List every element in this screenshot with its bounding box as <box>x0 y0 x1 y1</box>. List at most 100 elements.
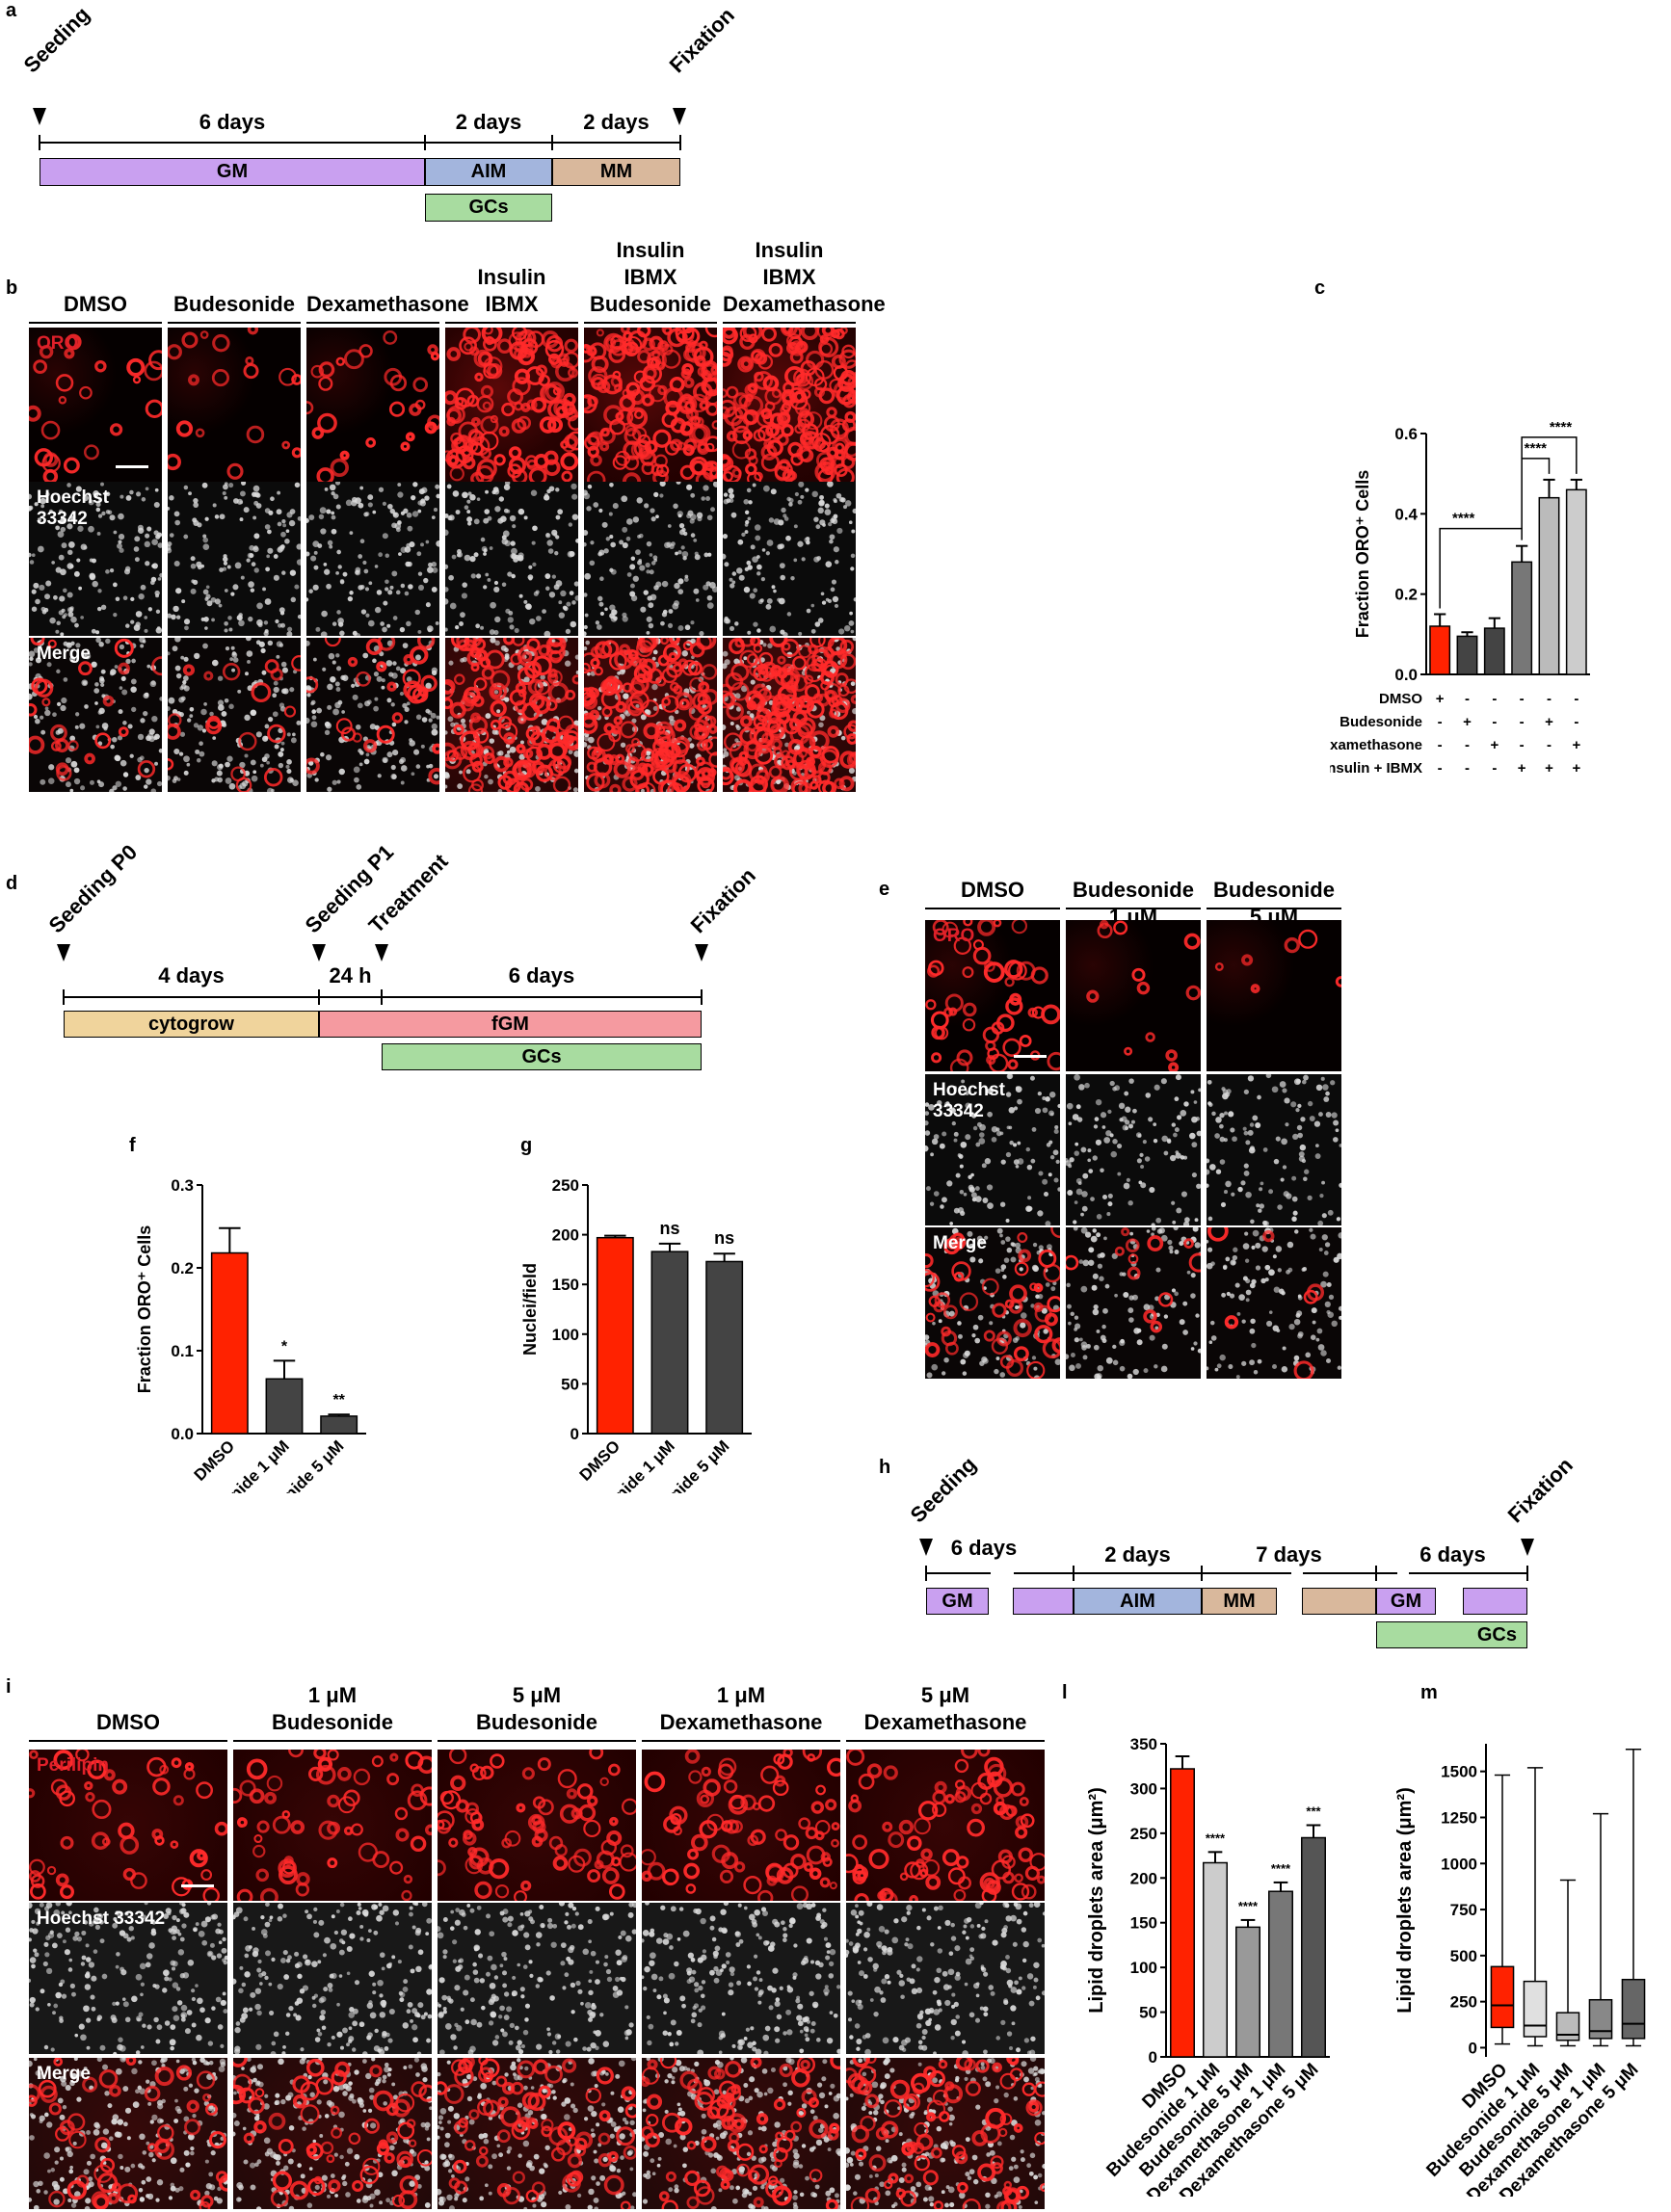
y-tick-label: 0.2 <box>1394 586 1418 604</box>
y-tick-label: 300 <box>1130 1779 1157 1798</box>
x-tick-label: DMSO <box>576 1436 623 1484</box>
medium-gm-2: GM <box>1376 1588 1436 1615</box>
y-tick-label: 350 <box>1130 1735 1157 1753</box>
row-label: ORO <box>933 926 975 946</box>
significance-bracket <box>1521 458 1551 529</box>
micrograph-hoechst-33342 <box>168 482 301 636</box>
row-label: Perilipin <box>37 1755 109 1776</box>
micrograph-oro <box>445 328 578 482</box>
event-marker-icon <box>375 944 388 961</box>
significance-bracket <box>1439 527 1523 609</box>
row-label: Hoechst 33342 <box>933 1080 1005 1121</box>
column-header: 1 μM Dexamethasone <box>659 1683 823 1734</box>
y-axis-label: Lipid droplets area (μm²) <box>1086 1787 1107 2013</box>
condition-mark: - <box>1520 714 1525 730</box>
micrograph-oro <box>168 328 301 482</box>
row-label: Merge <box>933 1233 987 1253</box>
timeline-axis-d <box>63 989 703 1005</box>
box <box>1588 1998 1613 2040</box>
medium-mm: MM <box>552 158 680 186</box>
medium-mm-cont <box>1302 1588 1376 1615</box>
micrograph-oro <box>584 328 717 482</box>
micrograph-merge <box>584 638 717 792</box>
micrograph-hoechst-33342 <box>584 482 717 636</box>
y-tick-label: 0.6 <box>1394 425 1418 443</box>
significance-label: ** <box>332 1392 345 1409</box>
row-label: Hoechst 33342 <box>37 487 109 529</box>
y-tick-label: 150 <box>1130 1914 1157 1933</box>
micrograph-merge: Merge <box>925 1227 1060 1379</box>
event-marker-icon <box>312 944 326 961</box>
medium-cytogrow: cytogrow <box>64 1011 319 1038</box>
column-rule <box>168 322 301 324</box>
y-tick-label: 0 <box>570 1425 579 1443</box>
micrograph-merge <box>168 638 301 792</box>
micrograph-oro: ORO <box>925 920 1060 1071</box>
duration-label: 6 days <box>1419 1542 1486 1567</box>
y-tick-label: 1250 <box>1441 1808 1477 1827</box>
duration-label: 2 days <box>1104 1542 1171 1567</box>
condition-row-label: Insulin + IBMX <box>1330 760 1422 777</box>
micrograph-merge <box>1066 1227 1201 1379</box>
treatment-gcs: GCs <box>1376 1621 1527 1648</box>
box <box>1555 2012 1580 2041</box>
duration-label: 6 days <box>508 963 575 988</box>
timeline-axis-h <box>925 1566 1528 1581</box>
event-marker-icon <box>919 1539 933 1556</box>
event-marker-icon <box>1521 1539 1534 1556</box>
micrograph-oro <box>1066 920 1201 1071</box>
significance-label: **** <box>1271 1861 1291 1876</box>
medium-aim: AIM <box>1074 1588 1202 1615</box>
row-label: Merge <box>37 2064 91 2084</box>
box <box>1523 1980 1548 2038</box>
x-tick-label: DMSO <box>191 1436 238 1484</box>
micrograph-hoechst-33342 <box>1066 1074 1201 1225</box>
medium-gm-cont <box>1013 1588 1074 1615</box>
condition-mark: + <box>1545 714 1553 730</box>
micrograph-hoechst-33342 <box>306 482 439 636</box>
significance-label: * <box>281 1338 288 1355</box>
significance-label: **** <box>1452 511 1475 527</box>
column-header: DMSO <box>961 878 1024 902</box>
column-rule <box>642 1740 840 1742</box>
condition-mark: - <box>1574 714 1578 730</box>
condition-mark: - <box>1574 691 1578 707</box>
column-rule <box>846 1740 1045 1742</box>
micrograph-merge <box>233 2058 432 2209</box>
event-marker-icon <box>673 108 686 125</box>
y-tick-label: 0 <box>1149 2048 1157 2067</box>
micrograph-hoechst-33342: Hoechst 33342 <box>29 482 162 636</box>
medium-gm-2-cont <box>1463 1588 1527 1615</box>
column-rule <box>1207 908 1341 909</box>
significance-label: **** <box>1525 440 1548 457</box>
event-fixation: Fixation <box>1502 1452 1578 1528</box>
condition-mark: + <box>1545 760 1553 777</box>
medium-aim: AIM <box>425 158 552 186</box>
condition-mark: - <box>1520 737 1525 753</box>
bar <box>1483 627 1505 675</box>
duration-label: 6 days <box>950 1536 1018 1560</box>
micrograph-merge <box>306 638 439 792</box>
panel-letter-m: m <box>1420 1682 1438 1703</box>
y-tick-label: 50 <box>561 1375 579 1393</box>
micrograph-merge: Merge <box>29 2058 227 2209</box>
bar <box>1456 635 1478 675</box>
condition-mark: - <box>1520 691 1525 707</box>
significance-bracket <box>1521 436 1578 474</box>
y-axis-label: Fraction ORO⁺ Cells <box>135 1225 154 1394</box>
event-marker-icon <box>33 108 46 125</box>
bar <box>1565 488 1587 675</box>
micrograph-perilipin <box>642 1750 840 1901</box>
significance-label: **** <box>1238 1899 1259 1913</box>
y-tick-label: 0.2 <box>171 1259 194 1277</box>
panel-letter-a: a <box>6 0 17 21</box>
micrograph-oro <box>306 328 439 482</box>
bar <box>320 1415 358 1435</box>
panel-letter-l: l <box>1062 1682 1068 1703</box>
condition-mark: + <box>1463 714 1472 730</box>
column-rule <box>1066 908 1201 909</box>
column-rule <box>438 1740 636 1742</box>
column-header: Budesonide <box>173 292 295 316</box>
